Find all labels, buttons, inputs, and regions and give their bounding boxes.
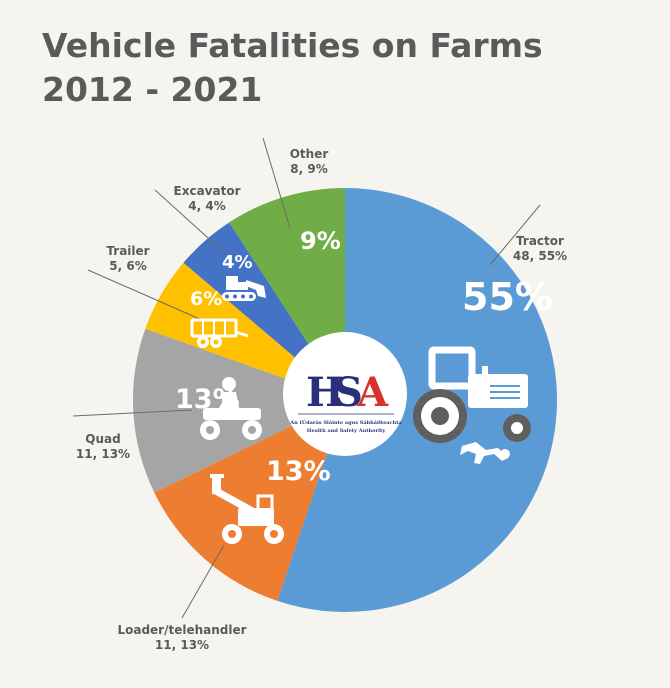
leader-line-loader — [181, 544, 225, 619]
pie-slice-tractor — [277, 188, 557, 612]
percent-label-trailer: 6% — [190, 288, 222, 310]
leader-line-tractor — [489, 204, 541, 266]
chart-title-line-1: Vehicle Fatalities on Farms — [42, 26, 543, 65]
tractor-icon — [413, 346, 531, 464]
center-logo-disc — [283, 332, 407, 456]
leader-line-other — [262, 137, 291, 229]
chart-title-line-2: 2012 - 2021 — [42, 70, 263, 109]
slice-label-excavator: Excavator — [174, 184, 241, 198]
excavator-icon — [222, 276, 266, 301]
pie-slice-loader — [154, 400, 345, 601]
leader-lines — [72, 137, 541, 619]
slice-value-other: 8, 9% — [290, 162, 327, 176]
trailer-icon — [190, 318, 249, 348]
percent-label-loader: 13% — [266, 456, 331, 487]
hsa-logo-line-2: Health and Safety Authority — [307, 428, 387, 434]
slice-value-trailer: 5, 6% — [109, 259, 146, 273]
leader-line-excavator — [154, 189, 229, 257]
slice-label-other: Other — [290, 147, 329, 161]
slice-label-quad: Quad — [85, 432, 120, 446]
slice-value-loader: 11, 13% — [155, 638, 209, 652]
slice-value-tractor: 48, 55% — [513, 249, 567, 263]
hsa-logo-h: H — [306, 369, 344, 416]
hsa-logo-s: S — [334, 369, 363, 416]
percent-labels: 55%13%13%6%4%9% — [175, 227, 553, 487]
percent-label-other: 9% — [300, 227, 341, 255]
quad-icon — [200, 377, 262, 440]
loader-icon — [210, 474, 284, 544]
slice-label-trailer: Trailer — [106, 244, 149, 258]
percent-label-excavator: 4% — [222, 252, 253, 273]
chart-title: Vehicle Fatalities on Farms 2012 - 2021 — [42, 24, 543, 112]
leader-line-quad — [72, 409, 193, 417]
slice-label-loader: Loader/telehandler — [117, 623, 246, 637]
slice-label-tractor: Tractor — [516, 234, 564, 248]
hsa-logo-line-1: An tÚdarás Sláinte agus Sábháilteachta — [289, 418, 402, 426]
hsa-logo-a: A — [356, 369, 389, 416]
slice-value-quad: 11, 13% — [76, 447, 130, 461]
hsa-logo: H S A An tÚdarás Sláinte agus Sábháiltea… — [289, 369, 402, 434]
slice-value-excavator: 4, 4% — [188, 199, 225, 213]
leader-line-trailer — [87, 269, 203, 321]
percent-label-tractor: 55% — [462, 275, 553, 319]
